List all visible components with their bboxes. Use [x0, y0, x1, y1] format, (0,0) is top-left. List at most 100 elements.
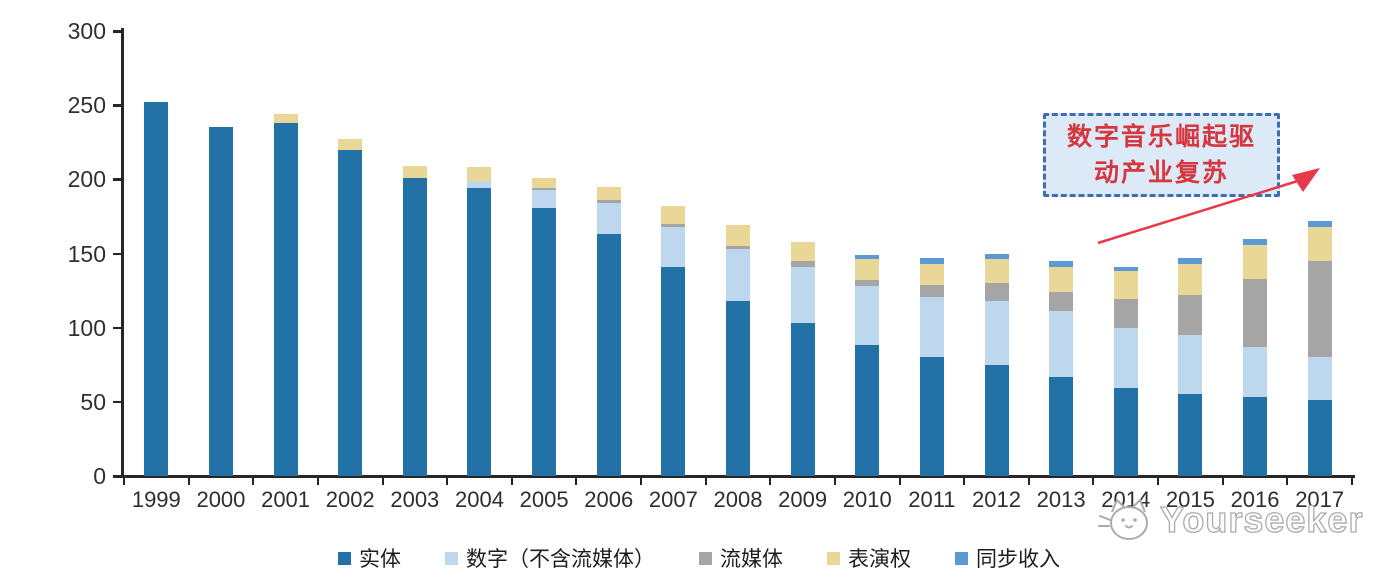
- y-axis-tick: [113, 30, 124, 33]
- bar-segment-physical: [467, 188, 492, 476]
- bar-segment-sync: [919, 257, 944, 264]
- x-axis-tick: [187, 478, 190, 485]
- x-axis-label: 2001: [261, 487, 311, 512]
- legend-swatch-sync: [955, 551, 968, 565]
- x-axis-tick: [833, 478, 836, 485]
- x-axis-tick: [1157, 478, 1160, 485]
- x-axis-label: 2016: [1230, 487, 1280, 512]
- bar-segment-digital: [532, 189, 557, 208]
- y-axis-tick: [113, 326, 124, 330]
- x-axis-tick: [446, 478, 449, 485]
- x-axis-label: 2010: [842, 487, 892, 512]
- bar-segment-sync: [1049, 260, 1074, 267]
- bar-segment-streaming: [1243, 278, 1268, 347]
- bar-segment-digital: [726, 249, 750, 301]
- x-axis-label: 2017: [1295, 487, 1345, 512]
- bar-segment-performance: [467, 167, 492, 181]
- bar-segment-digital: [1049, 311, 1074, 377]
- legend-label-streaming: 流媒体: [720, 548, 783, 571]
- x-axis-tick: [316, 478, 319, 485]
- x-axis-tick: [963, 478, 966, 485]
- cat-logo-icon: [1098, 499, 1148, 540]
- bar-segment-streaming: [1307, 260, 1332, 358]
- x-axis-line: [121, 475, 1355, 478]
- bar-segment-performance: [1307, 226, 1332, 261]
- bar-segment-performance: [919, 263, 944, 285]
- x-axis-label: 2004: [454, 487, 504, 512]
- bar-segment-physical: [402, 177, 427, 476]
- watermark: Yourseeker: [1096, 496, 1363, 544]
- bar-segment-physical: [1049, 376, 1074, 476]
- bar-segment-digital: [919, 296, 944, 358]
- x-axis-tick: [640, 478, 643, 485]
- bar-segment-performance: [402, 165, 427, 178]
- bar-segment-sync: [1113, 266, 1138, 272]
- y-axis-label: 150: [67, 240, 106, 267]
- bar-segment-digital: [790, 266, 815, 324]
- bar-segment-physical: [661, 266, 686, 476]
- bar-segment-digital: [1113, 327, 1138, 389]
- bar-segment-performance: [1113, 271, 1138, 300]
- x-axis-label: 2009: [778, 487, 828, 512]
- x-axis-label: 2000: [196, 487, 246, 512]
- bar-segment-performance: [1243, 244, 1268, 279]
- bar-segment-streaming: [1113, 299, 1138, 328]
- y-axis-label: 300: [67, 18, 106, 44]
- y-axis-tick: [113, 400, 124, 404]
- bar-segment-performance: [338, 139, 363, 150]
- x-axis-label: 2006: [584, 487, 634, 512]
- bar-segment-physical: [596, 234, 621, 476]
- legend-label-physical: 实体: [359, 548, 401, 571]
- bar-segment-streaming: [1178, 295, 1203, 336]
- x-axis-label: 2007: [648, 487, 698, 512]
- bar-segment-physical: [1243, 397, 1268, 476]
- y-axis-tick: [113, 178, 124, 181]
- legend: 实体 数字（不含流媒体） 流媒体 表演权 同步收入: [0, 543, 1398, 573]
- watermark-text: Yourseeker: [1159, 498, 1364, 540]
- bar-segment-physical: [273, 122, 298, 476]
- x-axis-label: 2002: [325, 487, 375, 512]
- legend-label-performance: 表演权: [848, 548, 911, 571]
- bar-segment-performance: [726, 225, 750, 247]
- bar-segment-digital: [1307, 357, 1332, 401]
- x-axis-tick: [252, 478, 255, 485]
- x-axis-tick: [123, 478, 125, 485]
- x-axis-label: 2005: [519, 487, 569, 512]
- x-axis-tick: [510, 478, 513, 485]
- bar-segment-streaming: [984, 283, 1009, 301]
- x-axis-tick: [381, 478, 384, 485]
- x-axis-tick: [1221, 478, 1224, 485]
- x-axis-tick: [1092, 478, 1095, 485]
- bar-segment-digital: [855, 286, 880, 346]
- bar-segment-physical: [1307, 400, 1332, 476]
- x-axis-tick: [1351, 478, 1353, 485]
- bar-segment-streaming: [726, 246, 750, 250]
- x-axis-label: 2008: [713, 487, 763, 512]
- x-axis-label: 2011: [908, 487, 956, 512]
- x-axis-tick: [704, 478, 707, 485]
- legend-label-sync: 同步收入: [976, 548, 1060, 571]
- bar-segment-physical: [726, 300, 750, 476]
- x-axis-label: 2015: [1165, 487, 1215, 512]
- legend-swatch-digital: [445, 551, 458, 565]
- bar-segment-sync: [1243, 238, 1268, 245]
- annotation-text: 数字音乐崛起驱 动产业复苏: [1066, 122, 1256, 187]
- x-axis-label: 1999: [131, 487, 181, 512]
- bar-segment-physical: [984, 364, 1009, 476]
- bar-segment-sync: [984, 253, 1009, 260]
- bar-segment-streaming: [596, 200, 621, 204]
- bar-segment-physical: [338, 149, 363, 476]
- x-axis-tick: [575, 478, 578, 485]
- bar-segment-performance: [596, 186, 621, 201]
- bar-segment-physical: [1178, 394, 1203, 476]
- x-axis-tick: [1286, 478, 1289, 485]
- legend-swatch-performance: [827, 551, 840, 565]
- bar-segment-streaming: [661, 223, 686, 227]
- bar-segment-digital: [467, 180, 492, 189]
- bar-segment-physical: [790, 323, 815, 476]
- bar-segment-physical: [532, 207, 557, 476]
- bar-segment-physical: [919, 357, 944, 476]
- annotation-box: 数字音乐崛起驱 动产业复苏: [1043, 113, 1280, 197]
- x-axis-label: 2003: [390, 487, 440, 512]
